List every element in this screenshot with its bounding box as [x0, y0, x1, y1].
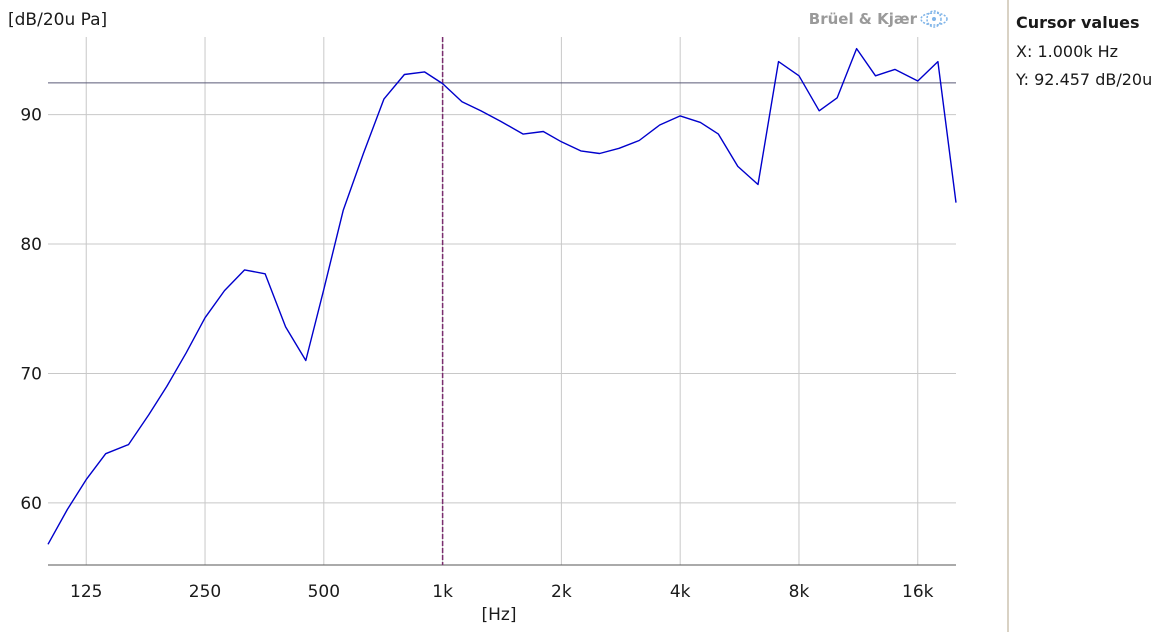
cursor-y-value: Y: 92.457 dB/20u Pa: [1016, 70, 1152, 89]
cursor-values-panel: Cursor values X: 1.000k Hz Y: 92.457 dB/…: [1007, 0, 1152, 632]
series-line: [47, 47, 957, 545]
x-tick-label: 8k: [789, 582, 810, 602]
x-tick-label: 125: [70, 582, 102, 602]
x-tick-label: 16k: [902, 582, 934, 602]
x-tick-label: 4k: [670, 582, 691, 602]
y-tick-label: 70: [20, 364, 42, 384]
x-tick-label: 2k: [551, 582, 572, 602]
x-tick-label: 250: [189, 582, 221, 602]
x-axis-label: [Hz]: [482, 605, 517, 625]
x-tick-label: 500: [308, 582, 340, 602]
grid: [48, 37, 956, 566]
bk-logo-icon: [920, 10, 948, 28]
y-tick-label: 60: [20, 494, 42, 514]
y-tick-label: 80: [20, 235, 42, 255]
chart: 125 250 500 1k 2k 4k 8k 16k 60 70 80 90 [dB/20u Pa]…: [8, 10, 957, 625]
plot-area: [48, 37, 956, 565]
x-tick-label: 1k: [432, 582, 453, 602]
series-layer: [47, 47, 957, 545]
y-axis-label: [dB/20u Pa]: [8, 10, 107, 30]
cursor-values-title: Cursor values: [1016, 13, 1140, 32]
brand-name: Brüel & Kjær: [809, 10, 918, 28]
y-tick-label: 90: [20, 106, 42, 126]
cursor-x-value: X: 1.000k Hz: [1016, 42, 1119, 61]
tick-labels: 125 250 500 1k 2k 4k 8k 16k 60 70 80 90: [20, 106, 933, 602]
cursor-lines: [48, 37, 956, 565]
